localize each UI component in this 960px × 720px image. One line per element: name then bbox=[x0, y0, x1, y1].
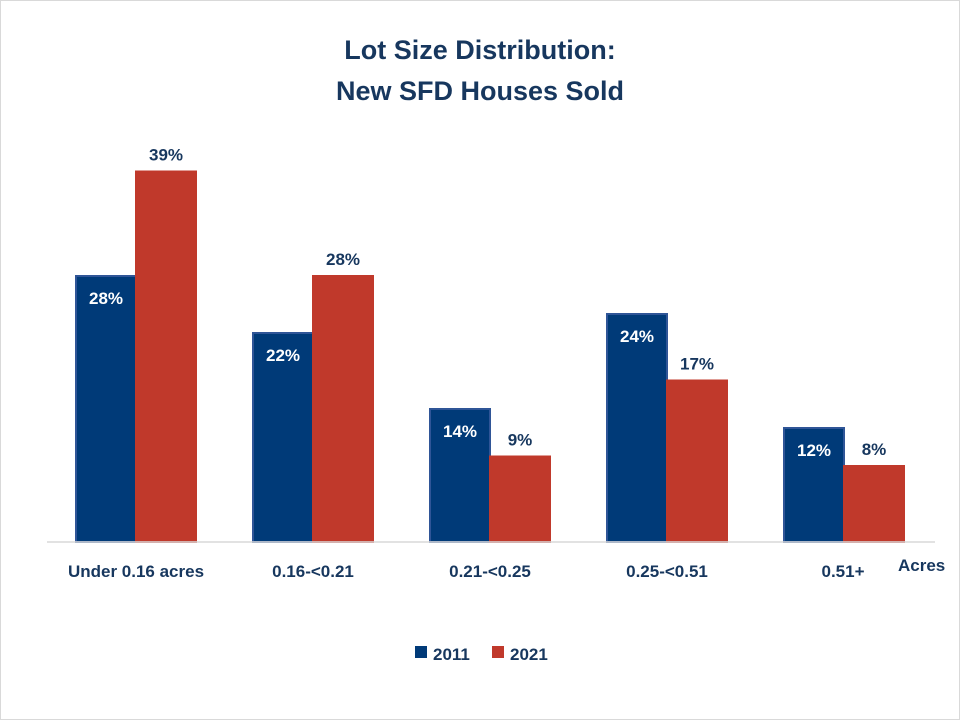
chart-title-line-2: New SFD Houses Sold bbox=[336, 76, 624, 106]
bar-2021-3 bbox=[666, 379, 728, 543]
legend: 2011 2021 bbox=[415, 645, 548, 664]
data-label-group: 28% 22% 14% 24% 12% 39% 28% 9% 17% 8% bbox=[89, 146, 886, 461]
data-label-2021-0: 39% bbox=[149, 146, 183, 165]
bar-2011-1 bbox=[252, 332, 314, 543]
bar-group bbox=[75, 170, 905, 543]
data-label-2021-3: 17% bbox=[680, 355, 714, 374]
bar-2021-1 bbox=[312, 275, 374, 543]
category-label-3: 0.25-<0.51 bbox=[626, 562, 708, 581]
bar-2021-0 bbox=[135, 170, 197, 543]
category-label-2: 0.21-<0.25 bbox=[449, 562, 531, 581]
category-label-0: Under 0.16 acres bbox=[68, 562, 204, 581]
data-label-2021-1: 28% bbox=[326, 250, 360, 269]
data-label-2011-2: 14% bbox=[443, 422, 477, 441]
category-label-1: 0.16-<0.21 bbox=[272, 562, 354, 581]
bar-2011-3 bbox=[606, 313, 668, 543]
data-label-2021-2: 9% bbox=[508, 431, 533, 450]
data-label-2021-4: 8% bbox=[862, 440, 887, 459]
bar-2021-4 bbox=[843, 465, 905, 543]
legend-swatch-2011 bbox=[415, 646, 427, 658]
data-label-2011-1: 22% bbox=[266, 346, 300, 365]
category-label-4: 0.51+ bbox=[821, 562, 864, 581]
x-axis-unit-label: Acres bbox=[898, 556, 945, 575]
bar-2011-0 bbox=[75, 275, 137, 543]
legend-swatch-2021 bbox=[492, 646, 504, 658]
legend-label-2021: 2021 bbox=[510, 645, 548, 664]
chart-title-line-1: Lot Size Distribution: bbox=[344, 35, 615, 65]
bar-2021-2 bbox=[489, 455, 551, 543]
data-label-2011-0: 28% bbox=[89, 289, 123, 308]
category-label-group: Under 0.16 acres 0.16-<0.21 0.21-<0.25 0.25… bbox=[68, 562, 865, 581]
data-label-2011-3: 24% bbox=[620, 327, 654, 346]
legend-label-2011: 2011 bbox=[433, 645, 470, 664]
data-label-2011-4: 12% bbox=[797, 441, 831, 460]
